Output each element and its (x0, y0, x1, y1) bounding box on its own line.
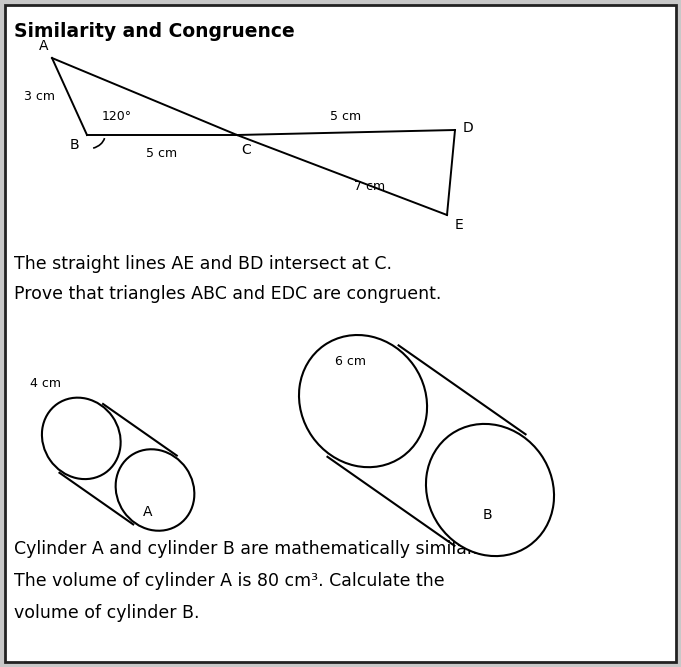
Text: E: E (455, 218, 464, 232)
Text: Prove that triangles ABC and EDC are congruent.: Prove that triangles ABC and EDC are con… (14, 285, 441, 303)
Ellipse shape (42, 398, 121, 479)
Polygon shape (59, 404, 177, 524)
Text: D: D (463, 121, 474, 135)
Ellipse shape (299, 335, 427, 467)
Text: Similarity and Congruence: Similarity and Congruence (14, 22, 295, 41)
Text: 7 cm: 7 cm (354, 180, 385, 193)
Text: C: C (241, 143, 251, 157)
FancyBboxPatch shape (5, 5, 676, 662)
Text: B: B (69, 138, 79, 152)
Text: volume of cylinder B.: volume of cylinder B. (14, 604, 200, 622)
Text: 4 cm: 4 cm (30, 377, 61, 390)
Text: The volume of cylinder A is 80 cm³. Calculate the: The volume of cylinder A is 80 cm³. Calc… (14, 572, 445, 590)
Text: Cylinder A and cylinder B are mathematically similar.: Cylinder A and cylinder B are mathematic… (14, 540, 478, 558)
Text: B: B (482, 508, 492, 522)
Text: A: A (143, 505, 153, 519)
Ellipse shape (116, 450, 194, 531)
Polygon shape (328, 346, 526, 546)
Text: 6 cm: 6 cm (335, 355, 366, 368)
Text: A: A (39, 39, 48, 53)
Text: 5 cm: 5 cm (330, 109, 362, 123)
Ellipse shape (426, 424, 554, 556)
Text: 5 cm: 5 cm (146, 147, 178, 160)
Text: 120°: 120° (102, 110, 132, 123)
Text: 3 cm: 3 cm (25, 90, 55, 103)
Text: The straight lines AE and BD intersect at C.: The straight lines AE and BD intersect a… (14, 255, 392, 273)
